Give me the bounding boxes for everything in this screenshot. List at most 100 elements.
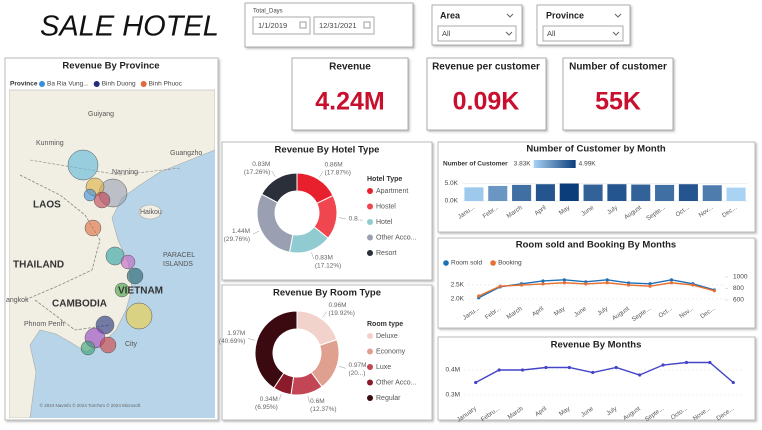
- area-dropdown[interactable]: [437, 25, 517, 42]
- bar: [464, 187, 484, 201]
- map-legend-title: Province: [10, 81, 38, 88]
- bubble[interactable]: [80, 340, 96, 356]
- legend-title: Hotel Type: [367, 176, 402, 183]
- data-label: 0.96M: [329, 302, 347, 309]
- legend-dot: [443, 260, 449, 266]
- leader-line: [278, 394, 282, 401]
- legend-dot: [367, 203, 373, 210]
- bubble[interactable]: [99, 336, 117, 354]
- point: [605, 278, 609, 282]
- point: [591, 370, 595, 375]
- data-label: 1.44M: [232, 228, 250, 235]
- legend-label: Resort: [376, 250, 397, 257]
- bar: [535, 184, 555, 201]
- bubble[interactable]: [114, 282, 130, 298]
- province-dropdown[interactable]: [542, 25, 624, 42]
- point: [567, 365, 571, 370]
- y-tick-label: 0.3M: [446, 392, 460, 399]
- map-label: Guiyang: [88, 111, 114, 118]
- kpi-card: [426, 57, 547, 131]
- kpi-label: Revenue per customer: [432, 62, 540, 73]
- percent-label: (12.37%): [310, 406, 336, 413]
- percent-label: (40.69%): [219, 338, 245, 345]
- legend-dot: [367, 219, 373, 225]
- leader-line: [322, 311, 327, 318]
- map-label: angkok: [6, 297, 29, 304]
- bubble[interactable]: [67, 149, 99, 181]
- map-label: ISLANDS: [163, 261, 193, 268]
- calendar-icon[interactable]: [299, 21, 307, 29]
- end-date: 12/31/2021: [319, 21, 357, 30]
- bubble[interactable]: [120, 254, 136, 270]
- legend-label: Binh Phuoc: [149, 81, 183, 88]
- point: [669, 281, 674, 285]
- map-label: VIETNAM: [118, 286, 163, 297]
- legend-label: Other Acco...: [376, 234, 417, 241]
- legend-label: Other Acco...: [376, 379, 417, 386]
- point: [498, 284, 502, 288]
- point: [669, 278, 674, 282]
- province-value: All: [547, 29, 556, 38]
- kpi-value: 0.09K: [453, 88, 520, 116]
- data-label: 0.6M: [310, 398, 324, 405]
- y-tick-label: 5.0K: [445, 180, 459, 187]
- border: [19, 174, 101, 301]
- data-label: 0.34M: [260, 396, 278, 403]
- point: [541, 282, 545, 286]
- bar: [702, 185, 722, 201]
- map-attribution: © 2024 NavInfo © 2024 TomTom © 2024 Micr…: [40, 402, 141, 408]
- legend-label: Hostel: [376, 203, 396, 210]
- percent-label: (17.26%): [244, 169, 270, 176]
- kpi-value: 55K: [595, 88, 641, 116]
- legend-label: Luxe: [376, 364, 391, 371]
- legend-label: Booking: [498, 260, 522, 267]
- kpi-label: Revenue: [329, 62, 371, 73]
- chart-title: Room sold and Booking By Months: [516, 240, 676, 251]
- bar: [726, 187, 746, 201]
- bar: [607, 184, 627, 201]
- bubble[interactable]: [93, 191, 111, 209]
- point: [477, 294, 481, 298]
- map-label: THAILAND: [13, 260, 64, 271]
- start-date-input[interactable]: [252, 16, 311, 35]
- legend-dot: [39, 81, 45, 87]
- bubble[interactable]: [125, 302, 153, 330]
- calendar-icon[interactable]: [363, 21, 371, 29]
- data-label: 1.97M: [227, 330, 245, 337]
- bubble[interactable]: [126, 267, 144, 285]
- point: [731, 380, 735, 385]
- legend-dot: [367, 364, 373, 370]
- legend-label: Economy: [376, 348, 406, 355]
- start-date: 1/1/2019: [258, 21, 287, 30]
- bar: [559, 183, 579, 201]
- legend-min: 3.83K: [514, 161, 532, 168]
- leader-line: [271, 170, 276, 178]
- leader-line: [338, 217, 346, 219]
- bar: [488, 185, 508, 201]
- y-tick-label: 0.4M: [446, 367, 460, 374]
- point: [562, 281, 566, 285]
- legend-label: Ba Ria Vung...: [47, 81, 89, 88]
- map[interactable]: [9, 89, 215, 418]
- bar: [512, 184, 532, 201]
- bar: [631, 184, 651, 201]
- percent-label: (17.12%): [315, 263, 341, 270]
- chevron[interactable]: [614, 13, 622, 18]
- legend-dot: [367, 348, 373, 355]
- y2-tick-label: 600: [733, 297, 744, 304]
- point: [648, 284, 652, 288]
- end-date-input[interactable]: [313, 16, 375, 35]
- bubble[interactable]: [84, 219, 102, 237]
- kpi-card: [291, 57, 409, 131]
- donut-slice: [261, 172, 298, 204]
- bubble[interactable]: [83, 188, 97, 202]
- legend-dot: [367, 234, 373, 241]
- point: [691, 283, 695, 287]
- map-label: Phnom Penh: [24, 321, 65, 328]
- kpi-value: 4.24M: [315, 88, 384, 116]
- map-label: City: [125, 341, 138, 348]
- data-label: 0.86M: [325, 162, 343, 169]
- legend-label: Apartment: [376, 188, 408, 195]
- area-value: All: [442, 29, 451, 38]
- chevron[interactable]: [506, 13, 514, 18]
